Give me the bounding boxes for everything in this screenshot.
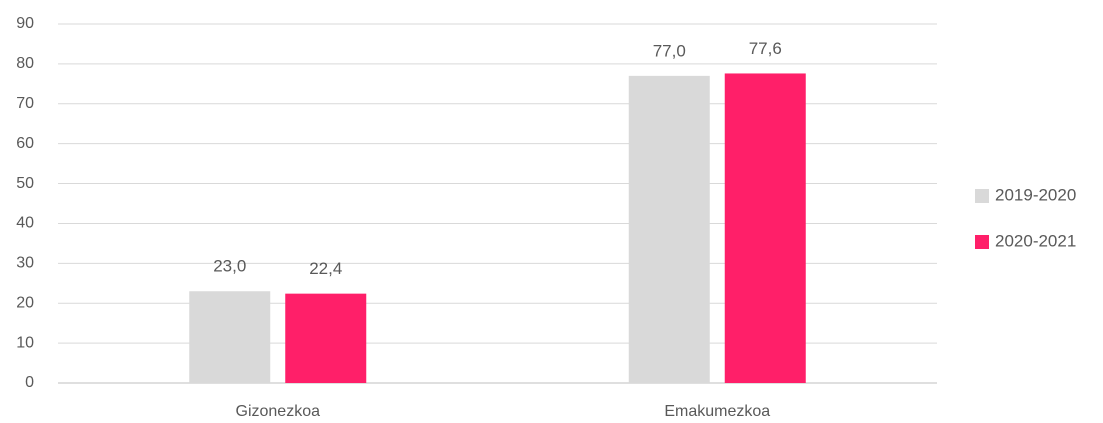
- x-tick-label: Gizonezkoa: [236, 403, 321, 420]
- y-tick-label: 50: [16, 175, 34, 192]
- y-tick-label: 90: [16, 15, 34, 32]
- data-label: 77,6: [749, 39, 782, 58]
- y-tick-label: 80: [16, 55, 34, 72]
- bar: [285, 293, 367, 383]
- y-tick-label: 20: [16, 294, 34, 311]
- legend-swatch: [975, 189, 989, 203]
- data-label: 23,0: [213, 257, 246, 276]
- bar: [189, 291, 271, 383]
- bar: [724, 73, 806, 383]
- legend-swatch: [975, 235, 989, 249]
- y-tick-label: 30: [16, 255, 34, 272]
- bar: [628, 75, 710, 383]
- y-tick-label: 40: [16, 215, 34, 232]
- y-tick-label: 70: [16, 95, 34, 112]
- x-tick-label: Emakumezkoa: [664, 403, 770, 420]
- data-label: 22,4: [309, 259, 342, 278]
- data-label: 77,0: [653, 41, 686, 60]
- legend-label: 2020-2021: [995, 231, 1076, 250]
- legend-label: 2019-2020: [995, 185, 1076, 204]
- y-tick-label: 0: [25, 374, 34, 391]
- y-tick-label: 60: [16, 135, 34, 152]
- y-tick-label: 10: [16, 334, 34, 351]
